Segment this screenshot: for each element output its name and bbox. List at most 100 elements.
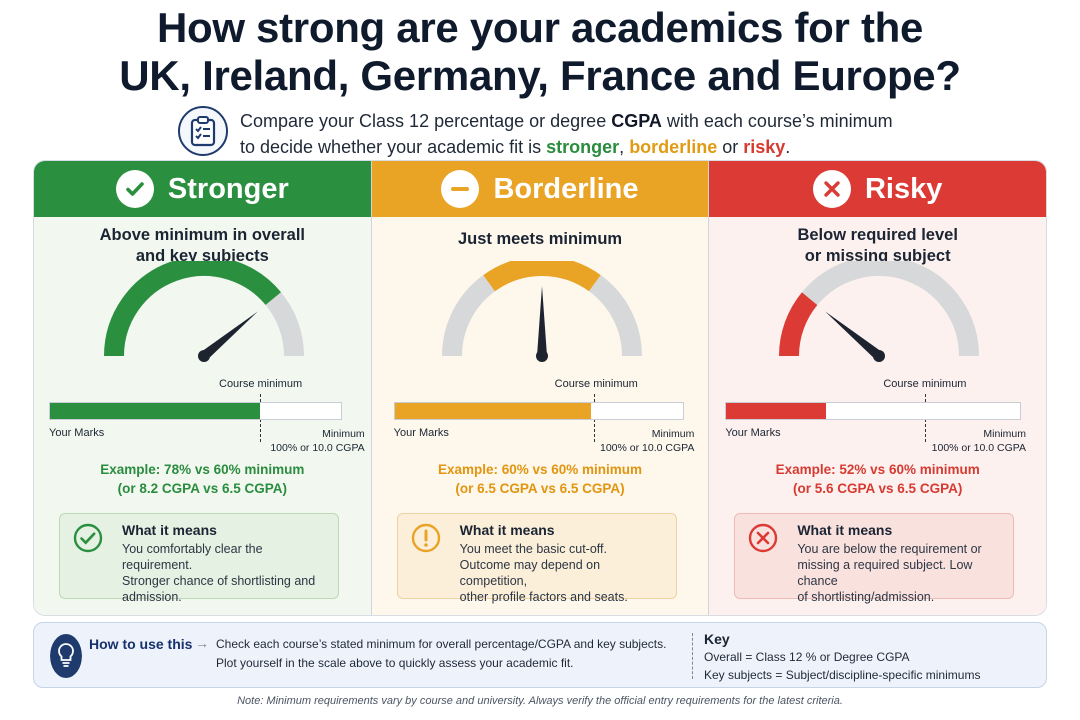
check-circle-icon (115, 170, 154, 208)
marks-bar-fill (394, 403, 591, 419)
example-text: Example: 52% vs 60% minimum (or 5.6 CGPA… (709, 460, 1046, 498)
footer-note: Note: Minimum requirements vary by cours… (237, 695, 843, 707)
means-line-2: Stronger chance of shortlisting and (122, 574, 316, 588)
key-line-2: Key subjects = Subject/discipline-specif… (704, 668, 981, 682)
key-heading: Key (704, 631, 730, 647)
category-panels: Stronger Above minimum in overall and ke… (33, 160, 1047, 616)
x-circle-icon (812, 170, 851, 208)
your-marks-label: Your Marks (725, 427, 781, 439)
gauge-hub (873, 350, 886, 362)
x-circle-icon (749, 523, 778, 553)
key-line-1: Overall = Class 12 % or Degree CGPA (704, 650, 910, 664)
intro-risky: risky (743, 137, 786, 157)
panel-borderline-header: Borderline (371, 161, 709, 217)
means-heading: What it means (122, 522, 217, 538)
lightbulb-icon (50, 634, 82, 678)
means-text: You comfortably clear the requirement. S… (122, 541, 328, 605)
means-line-2: missing a required subject. Low chance (797, 558, 973, 588)
how-to-use-box: How to use this → Check each course’s st… (33, 622, 1047, 688)
course-minimum-label: Course minimum (883, 378, 967, 390)
how-to-line-1: Check each course’s stated minimum for o… (216, 637, 667, 651)
gauge-needle (536, 286, 547, 356)
means-text: You are below the requirement or missing… (797, 541, 1003, 605)
gauge-hub (198, 350, 210, 362)
panel-heading: Borderline (493, 172, 639, 205)
intro-period: . (785, 137, 791, 157)
intro-part-3: to decide whether your academic fit is (240, 137, 547, 157)
gauge-fill (482, 261, 601, 292)
gauge-track (265, 292, 304, 357)
intro-part-2: with each course’s minimum (661, 111, 893, 131)
exclamation-circle-icon (411, 523, 440, 553)
panel-subtitle: Below required level or missing subject (709, 225, 1046, 267)
marks-bar-fill (726, 403, 827, 419)
title-line-2: UK, Ireland, Germany, France and Europe? (119, 52, 961, 99)
means-line-2: Outcome may depend on competition, (459, 558, 601, 588)
intro-borderline: borderline (629, 137, 718, 157)
gauge-meter (779, 261, 980, 362)
marks-bar (393, 402, 684, 420)
means-line-3: of shortlisting/admission. (797, 590, 935, 604)
what-it-means-box: What it means You comfortably clear the … (59, 513, 339, 604)
example-text: Example: 78% vs 60% minimum (or 8.2 CGPA… (34, 460, 371, 498)
minimum-line-2: 100% or 10.0 CGPA (931, 442, 1027, 454)
panel-subtitle: Just meets minimum (372, 229, 709, 250)
your-marks-label: Your Marks (49, 427, 105, 439)
example-line-1: Example: 52% vs 60% minimum (775, 462, 980, 477)
minimum-line-2: 100% or 10.0 CGPA (599, 442, 695, 454)
your-marks-label: Your Marks (393, 427, 449, 439)
panel-subtitle: Above minimum in overall and key subject… (34, 225, 371, 267)
title-line-1: How strong are your academics for the (156, 4, 924, 51)
gauge-meter (104, 261, 304, 362)
check-circle-icon (73, 523, 103, 553)
gauge-track (802, 261, 980, 357)
marks-bar (49, 402, 342, 420)
example-line-1: Example: 78% vs 60% minimum (100, 462, 305, 477)
intro-stronger: stronger (546, 137, 620, 157)
panel-heading: Stronger (167, 172, 289, 205)
intro-part-1: Compare your Class 12 percentage or degr… (240, 111, 612, 131)
minimum-line-1: Minimum (983, 428, 1027, 440)
panel-risky-header: Risky (709, 161, 1046, 217)
means-line-3: other profile factors and seats. (459, 590, 628, 604)
gauge-track (588, 275, 642, 357)
minimum-line-1: Minimum (322, 428, 365, 440)
subtitle-line-2: or missing subject (804, 247, 951, 265)
panel-heading: Risky (864, 172, 943, 205)
what-it-means-box: What it means You meet the basic cut-off… (396, 513, 677, 604)
course-minimum-label: Course minimum (219, 378, 303, 390)
minimum-line-2: 100% or 10.0 CGPA (270, 442, 365, 454)
subtitle-line-2: and key subjects (135, 247, 269, 265)
subtitle-line-1: Just meets minimum (457, 230, 623, 248)
example-line-2: (or 5.6 CGPA vs 6.5 CGPA) (793, 481, 963, 496)
divider (692, 633, 693, 679)
intro-or: or (717, 137, 744, 157)
means-heading: What it means (797, 522, 893, 538)
minimum-label: Minimum 100% or 10.0 CGPA (270, 427, 364, 455)
example-text: Example: 60% vs 60% minimum (or 6.5 CGPA… (372, 460, 709, 498)
example-line-2: (or 6.5 CGPA vs 6.5 CGPA) (455, 481, 625, 496)
panel-risky: Risky Below required level or missing su… (708, 161, 1046, 615)
gauge-fill (104, 261, 282, 357)
example-line-2: (or 8.2 CGPA vs 6.5 CGPA) (117, 481, 287, 496)
intro-comma: , (619, 137, 630, 157)
minimum-label: Minimum 100% or 10.0 CGPA (600, 427, 694, 455)
means-line-1: You are below the requirement or (797, 542, 982, 556)
means-line-1: You comfortably clear the requirement. (122, 542, 263, 572)
course-minimum-label: Course minimum (554, 378, 638, 390)
marks-bar (725, 402, 1022, 420)
gauge-hub (535, 350, 548, 362)
means-heading: What it means (459, 522, 555, 538)
how-to-line-2: Plot yourself in the scale above to quic… (216, 656, 574, 670)
example-line-1: Example: 60% vs 60% minimum (437, 462, 643, 477)
key-text: Overall = Class 12 % or Degree CGPA Key … (704, 648, 980, 684)
intro-text: Compare your Class 12 percentage or degr… (240, 108, 960, 160)
minimum-line-1: Minimum (651, 428, 695, 440)
subtitle-line-1: Below required level (797, 226, 958, 244)
gauge-needle (825, 311, 883, 360)
minus-circle-icon (441, 170, 480, 208)
arrow-right-icon: → (195, 635, 209, 651)
what-it-means-box: What it means You are below the requirem… (734, 513, 1015, 604)
page-title: How strong are your academics for the UK… (0, 4, 1080, 100)
how-to-label: How to use this (89, 636, 193, 652)
